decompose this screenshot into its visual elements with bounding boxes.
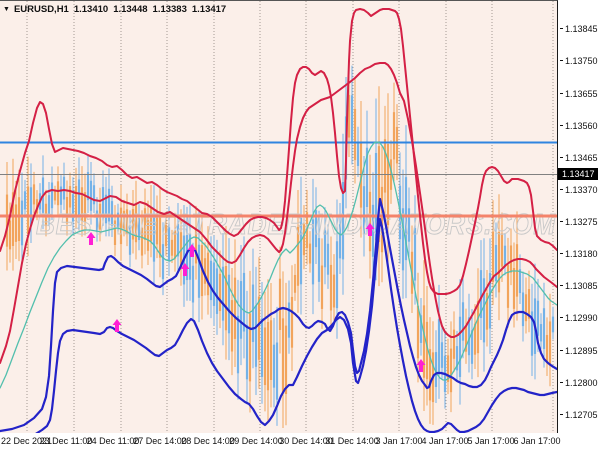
signal-arrows-layer (86, 223, 426, 372)
axis-tick (560, 157, 563, 158)
axis-tick (560, 350, 563, 351)
quote-high: 1.13448 (113, 4, 148, 15)
band-upper-outer (0, 8, 557, 295)
time-axis-label: 29 Dec 14:00 (229, 436, 283, 446)
buy-arrow-icon (187, 244, 197, 257)
axis-tick (560, 125, 563, 126)
price-axis-label: 1.13655 (560, 89, 598, 99)
price-axis-label: 1.12895 (560, 346, 598, 356)
buy-arrow-icon (416, 359, 426, 372)
ohlc-header: ▼ EURUSD,H1 1.13410 1.13448 1.13383 1.13417 (3, 4, 226, 15)
price-axis-label: 1.13465 (560, 153, 598, 163)
time-axis-label: 22 Dec 2021 (1, 436, 53, 446)
price-axis-label: 1.13370 (560, 185, 598, 195)
axis-tick (560, 285, 563, 286)
candles-layer (5, 65, 555, 429)
price-axis-label: 1.13085 (560, 281, 598, 291)
time-axis-label: 27 Dec 14:00 (133, 436, 187, 446)
price-axis-label: 1.13560 (560, 121, 598, 131)
axis-tick (560, 414, 563, 415)
price-axis-label: 1.13750 (560, 56, 598, 66)
axis-tick (560, 317, 563, 318)
time-axis-label: 4 Jan 17:00 (421, 436, 469, 446)
band-lower-inner (0, 197, 557, 433)
price-axis[interactable]: 1.13845 1.13750 1.13655 1.13560 1.13465 1.133… (558, 0, 600, 433)
price-axis-label: 1.13180 (560, 249, 598, 259)
time-axis-label: 24 Dec 11:00 (86, 436, 140, 446)
price-axis-label: 1.12800 (560, 378, 598, 388)
quote-close: 1.13417 (191, 4, 227, 15)
axis-tick (560, 253, 563, 254)
axis-tick (560, 221, 563, 222)
symbol-period-label: EURUSD,H1 (13, 4, 69, 15)
price-axis-label: 1.13845 (560, 24, 598, 34)
time-axis-label: 30 Dec 14:00 (279, 436, 333, 446)
time-axis-label: 28 Dec 14:00 (181, 436, 235, 446)
median-ma (0, 141, 557, 389)
axis-tick (560, 93, 563, 94)
quote-open: 1.13410 (73, 4, 109, 15)
axis-tick (560, 28, 563, 29)
price-axis-label: 1.12990 (560, 313, 598, 323)
axis-tick (560, 382, 563, 383)
time-axis[interactable]: 22 Dec 2021 23 Dec 11:00 24 Dec 11:00 27 De… (0, 433, 600, 450)
time-axis-label: 3 Jan 17:00 (375, 436, 423, 446)
band-upper-inner (0, 62, 557, 364)
current-price-tag: 1.13417 (558, 168, 598, 180)
window-menu-arrow-icon[interactable]: ▼ (3, 6, 10, 13)
watermark-text: BEST-METATRADER-INDICATORS.COM (36, 209, 556, 241)
time-axis-label: 23 Dec 11:00 (39, 436, 93, 446)
hlines-layer (0, 141, 557, 218)
quote-low: 1.13383 (152, 4, 187, 15)
buy-arrow-icon (86, 232, 96, 245)
axis-tick (560, 60, 563, 61)
buy-arrow-icon (112, 319, 122, 332)
price-axis-label: 1.12705 (560, 410, 598, 420)
buy-arrow-icon (365, 223, 375, 236)
time-axis-label: 6 Jan 17:00 (513, 436, 561, 446)
price-axis-label: 1.13275 (560, 217, 598, 227)
time-axis-label: 5 Jan 17:00 (467, 436, 515, 446)
plot-svg: BEST-METATRADER-INDICATORS.COM (0, 1, 557, 433)
buy-arrow-icon (180, 263, 190, 276)
plot-area[interactable]: BEST-METATRADER-INDICATORS.COM ▼ EURUSD,H… (0, 0, 558, 434)
time-axis-label: 31 Dec 14:00 (325, 436, 379, 446)
axis-tick (560, 189, 563, 190)
